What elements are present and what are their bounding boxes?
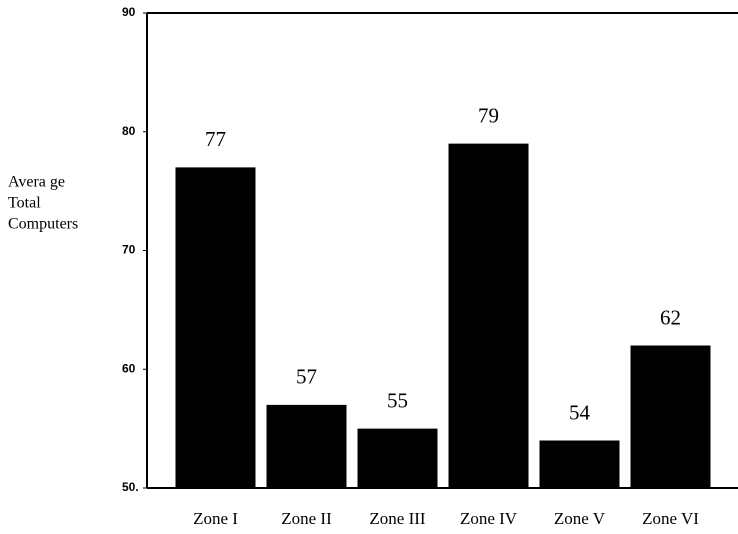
x-tick-label: Zone II: [281, 509, 332, 528]
y-tick-label: 50.: [122, 480, 139, 494]
value-label: 57: [296, 365, 317, 389]
y-tick-label: 70: [122, 243, 136, 257]
bar: [357, 428, 438, 488]
x-tick-label: Zone I: [193, 509, 238, 528]
y-axis-label: Avera ge: [8, 174, 65, 191]
value-label: 79: [478, 103, 499, 127]
bar: [630, 345, 711, 488]
value-label: 77: [205, 127, 226, 151]
value-label: 55: [387, 388, 408, 412]
value-label: 54: [569, 400, 591, 424]
y-tick-label: 60: [122, 361, 136, 375]
value-label: 62: [660, 305, 681, 329]
x-tick-label: Zone V: [554, 509, 606, 528]
x-tick-label: Zone III: [369, 509, 426, 528]
bar: [539, 440, 620, 488]
bar: [175, 167, 256, 488]
bar: [266, 404, 347, 488]
y-axis-label: Computers: [8, 216, 78, 233]
bar: [448, 143, 529, 488]
y-axis-label: Total: [8, 195, 41, 212]
x-tick-label: Zone VI: [642, 509, 699, 528]
x-tick-label: Zone IV: [460, 509, 518, 528]
y-tick-label: 90: [122, 5, 136, 19]
y-tick-label: 80: [122, 124, 136, 138]
